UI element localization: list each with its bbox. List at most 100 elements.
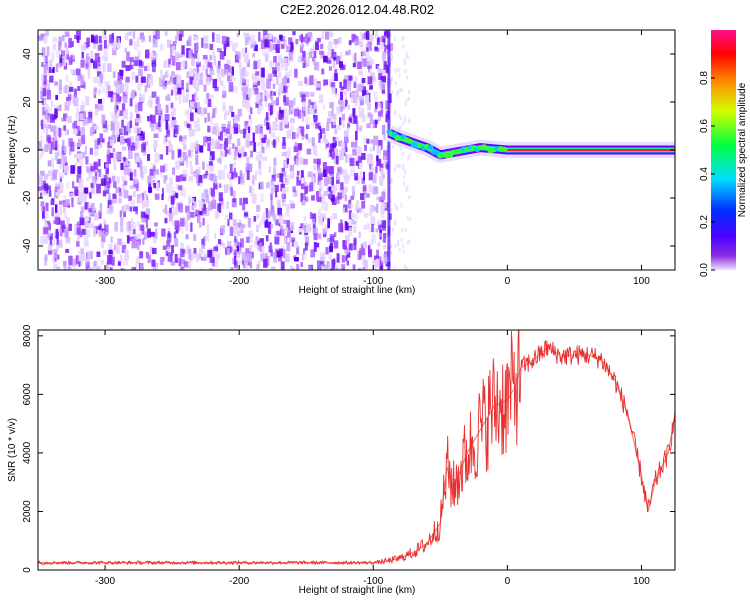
noise-cell — [317, 176, 321, 185]
signal-blob — [501, 146, 507, 152]
noise-cell — [218, 242, 223, 247]
noise-cell — [97, 138, 101, 145]
noise-cell — [177, 125, 182, 131]
noise-cell — [101, 231, 106, 237]
noise-cell — [325, 139, 328, 150]
noise-cell — [74, 153, 79, 159]
noise-cell — [332, 213, 337, 220]
noise-cell — [229, 133, 233, 140]
noise-cell — [178, 258, 182, 267]
noise-cell — [127, 121, 131, 132]
noise-cell — [90, 58, 94, 63]
noise-cell — [48, 59, 53, 69]
noise-cell — [319, 128, 323, 139]
signal-blob — [407, 138, 414, 144]
noise-cell — [329, 30, 333, 38]
noise-cell — [112, 115, 118, 123]
noise-cell — [294, 68, 298, 78]
noise-cell — [148, 78, 153, 86]
noise-cell — [155, 153, 159, 163]
noise-cell — [305, 78, 310, 87]
noise-cell — [231, 66, 234, 76]
noise-cell — [50, 125, 55, 133]
noise-cell — [305, 236, 310, 246]
noise-cell — [158, 115, 162, 120]
noise-cell — [38, 175, 43, 185]
noise-cell — [342, 207, 345, 214]
noise-cell — [320, 213, 324, 219]
noise-cell — [62, 87, 66, 93]
noise-cell — [258, 168, 262, 176]
noise-cell — [123, 125, 129, 136]
noise-cell — [294, 190, 298, 197]
noise-cell — [307, 171, 313, 178]
noise-cell — [232, 43, 237, 52]
noise-cell — [275, 35, 279, 42]
noise-cell — [131, 89, 136, 97]
noise-cell — [205, 170, 209, 176]
noise-cell — [51, 100, 54, 108]
noise-cell — [162, 245, 167, 250]
noise-cell — [246, 253, 252, 263]
noise-cell — [126, 31, 132, 36]
noise-cell — [107, 263, 110, 270]
noise-cell — [112, 42, 117, 51]
noise-cell — [165, 250, 169, 256]
noise-cell — [385, 100, 390, 110]
noise-cell — [40, 151, 44, 157]
noise-cell — [152, 173, 157, 179]
noise-cell — [129, 206, 133, 212]
noise-cell — [264, 53, 270, 61]
noise-cell — [118, 191, 123, 197]
noise-cell — [309, 104, 313, 114]
noise-cell — [358, 40, 363, 45]
noise-cell — [180, 266, 184, 270]
noise-cell — [264, 90, 268, 97]
noise-cell — [352, 264, 356, 270]
noise-cell — [66, 130, 69, 135]
noise-cell — [214, 232, 217, 239]
noise-cell — [80, 75, 85, 80]
noise-cell — [353, 240, 357, 250]
noise-cell — [279, 34, 283, 42]
noise-cell — [165, 120, 169, 130]
noise-cell — [181, 45, 185, 55]
noise-cell — [375, 136, 378, 146]
noise-cell — [121, 103, 126, 111]
noise-cell — [369, 114, 374, 124]
noise-cell — [226, 173, 232, 179]
noise-cell — [59, 172, 65, 179]
noise-cell — [199, 72, 203, 82]
noise-cell — [192, 53, 198, 59]
noise-cell — [233, 162, 236, 167]
noise-cell — [77, 166, 82, 175]
noise-cell — [44, 62, 49, 68]
noise-cell — [61, 146, 66, 155]
noise-cell — [76, 227, 81, 236]
noise-cell — [189, 248, 192, 254]
noise-cell — [257, 241, 261, 251]
noise-cell — [175, 160, 180, 170]
noise-cell — [197, 253, 202, 260]
noise-cell — [195, 71, 199, 81]
noise-cell — [245, 70, 248, 78]
x-tick-label: -300 — [95, 276, 115, 287]
noise-cell — [293, 146, 299, 153]
noise-cell — [280, 167, 285, 178]
noise-cell — [129, 136, 135, 144]
noise-cell — [154, 51, 157, 59]
noise-cell — [109, 34, 114, 44]
noise-cell — [264, 100, 268, 107]
noise-cell — [125, 65, 131, 71]
noise-cell — [111, 135, 117, 144]
noise-cell — [331, 182, 334, 189]
noise-cell — [239, 170, 243, 179]
noise-cell — [152, 63, 156, 71]
noise-cell — [337, 192, 342, 200]
noise-cell — [208, 201, 213, 211]
noise-cell — [67, 94, 72, 100]
noise-cell — [93, 77, 98, 84]
noise-cell — [166, 80, 171, 85]
noise-cell — [377, 242, 381, 247]
signal-blob — [427, 144, 434, 150]
